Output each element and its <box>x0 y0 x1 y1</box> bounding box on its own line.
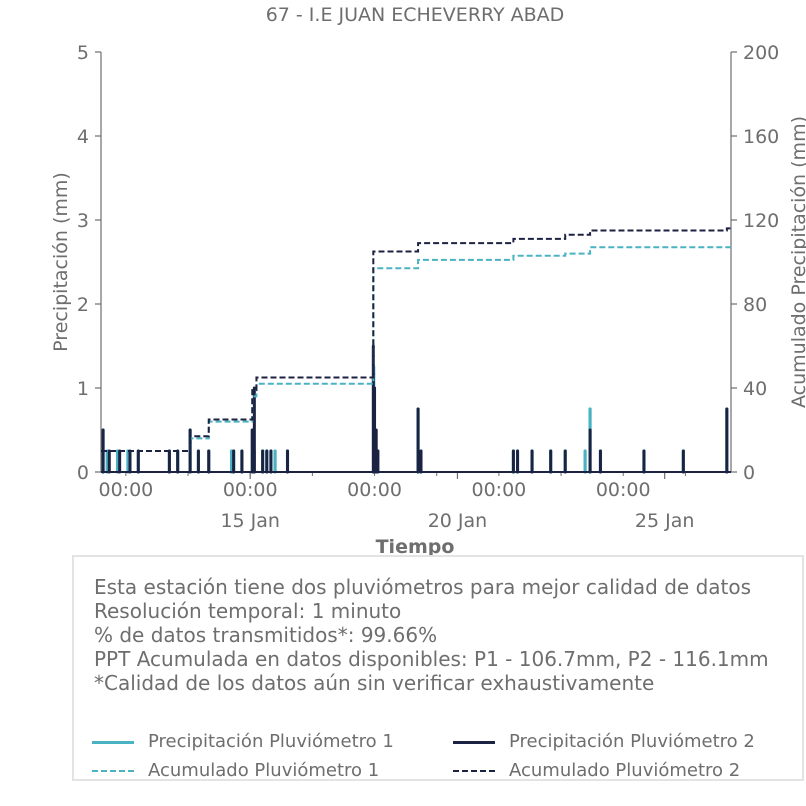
right-y-tick-label: 80 <box>743 294 767 316</box>
plot-axes <box>100 52 732 473</box>
legend-swatch-acc1 <box>92 770 134 772</box>
legend-label-p1: Precipitación Pluviómetro 1 <box>148 731 394 752</box>
x-major-tick-label: 20 Jan <box>428 510 488 532</box>
info-legend-box: Esta estación tiene dos pluviómetros par… <box>72 555 804 781</box>
right-y-tick-label: 0 <box>743 462 755 484</box>
left-y-tick-label: 4 <box>77 126 89 148</box>
info-line-dual-gauge: Esta estación tiene dos pluviómetros par… <box>94 575 752 599</box>
right-y-ticks: 0 40 80 120 160 200 <box>731 42 779 484</box>
x-minor-tick-label: 00:00 <box>98 479 153 501</box>
rain-chart: 67 - I.E JUAN ECHEVERRY ABAD 0 1 2 3 4 5 0 40 8… <box>50 4 806 558</box>
x-ticks: 00:00 00:00 00:00 00:00 00:00 15 Jan 20 Jan 25 … <box>98 472 694 532</box>
legend-swatch-p1 <box>92 741 134 744</box>
x-minor-tick-label: 00:00 <box>472 479 527 501</box>
accumulated-line-p2 <box>101 227 731 452</box>
x-minor-tick-label: 00:00 <box>596 479 651 501</box>
right-y-tick-label: 200 <box>743 42 779 64</box>
info-line-transmitted: % de datos transmitidos*: 99.66% <box>94 623 438 647</box>
bars-pluviometro-1 <box>101 365 729 474</box>
right-y-tick-label: 160 <box>743 126 779 148</box>
left-y-tick-label: 0 <box>77 462 89 484</box>
left-y-tick-label: 5 <box>77 42 89 64</box>
legend-label-acc2: Acumulado Pluviómetro 2 <box>509 760 741 781</box>
x-axis-label: Tiempo <box>376 536 455 558</box>
legend-label-p2: Precipitación Pluviómetro 2 <box>509 731 755 752</box>
right-y-tick-label: 40 <box>743 378 767 400</box>
left-y-ticks: 0 1 2 3 4 5 <box>77 42 101 484</box>
legend-swatch-acc2 <box>453 770 495 772</box>
x-minor-tick-label: 00:00 <box>347 479 402 501</box>
info-line-quality-note: *Calidad de los datos aún sin verificar … <box>94 671 655 695</box>
legend-label-acc1: Acumulado Pluviómetro 1 <box>148 760 380 781</box>
info-line-accumulated: PPT Acumulada en datos disponibles: P1 -… <box>94 647 769 671</box>
left-y-tick-label: 2 <box>77 294 89 316</box>
legend-swatch-p2 <box>453 741 495 744</box>
left-y-tick-label: 1 <box>77 378 89 400</box>
info-line-resolution: Resolución temporal: 1 minuto <box>94 599 402 623</box>
bars-pluviometro-2 <box>101 344 729 474</box>
x-major-tick-label: 25 Jan <box>635 510 695 532</box>
chart-title: 67 - I.E JUAN ECHEVERRY ABAD <box>266 4 565 26</box>
right-y-axis-label: Acumulado Precipitación (mm) <box>788 116 806 408</box>
left-y-axis-label: Precipitación (mm) <box>50 172 72 352</box>
accumulated-line-p1 <box>101 246 731 452</box>
left-y-tick-label: 3 <box>77 210 89 232</box>
right-y-tick-label: 120 <box>743 210 779 232</box>
x-major-tick-label: 15 Jan <box>220 510 280 532</box>
x-minor-tick-label: 00:00 <box>223 479 278 501</box>
accumulated-lines <box>101 227 731 473</box>
